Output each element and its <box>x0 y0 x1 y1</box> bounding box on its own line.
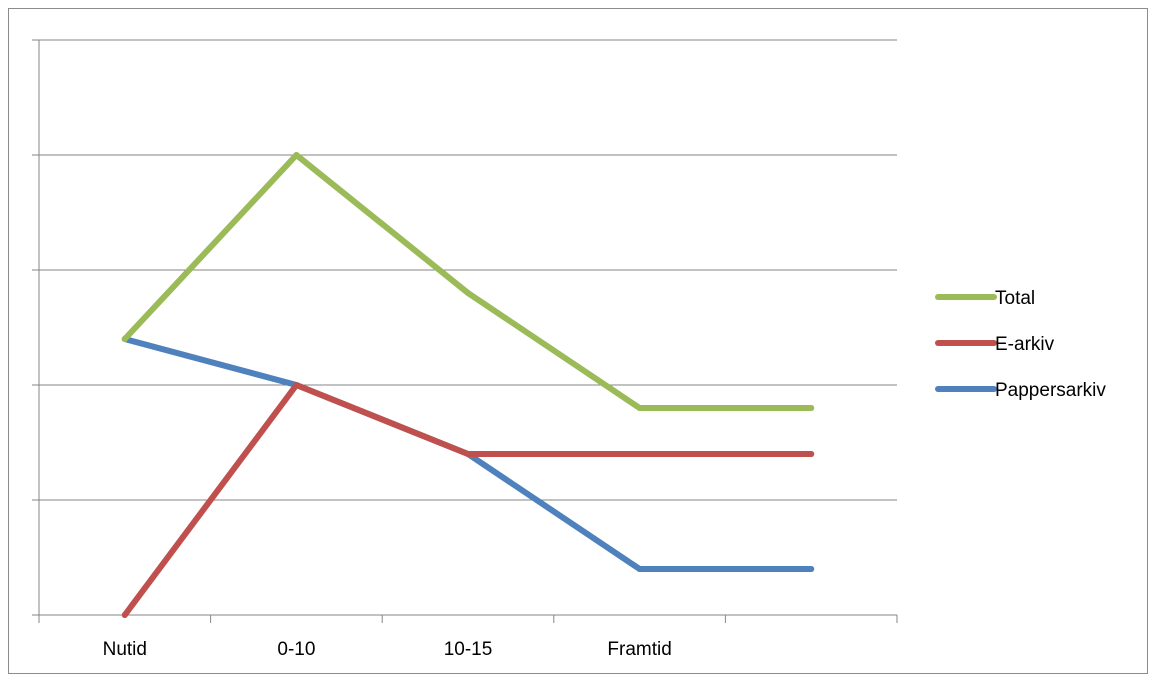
x-axis-tick-labels: Nutid 0-10 10-15 Framtid <box>103 639 672 660</box>
data-point <box>121 612 128 618</box>
x-tick-label: 10-15 <box>444 639 493 660</box>
data-point <box>465 290 471 296</box>
x-tick-label: Framtid <box>607 639 671 660</box>
data-point <box>808 451 815 457</box>
x-tick-label: 0-10 <box>277 639 315 660</box>
legend-label-pappersarkiv: Pappersarkiv <box>995 380 1106 401</box>
data-point <box>636 405 643 411</box>
data-point <box>808 566 815 572</box>
legend-label-e-arkiv: E-arkiv <box>995 334 1055 355</box>
data-point <box>293 382 300 388</box>
axes <box>38 40 898 623</box>
gridlines <box>32 39 897 616</box>
series-line-total <box>121 152 815 411</box>
series-lines <box>121 152 815 618</box>
data-point <box>293 152 300 158</box>
data-point <box>808 405 815 411</box>
data-point <box>636 566 643 572</box>
data-point <box>465 451 471 457</box>
data-point <box>636 451 643 457</box>
data-point <box>121 336 128 342</box>
legend: Total E-arkiv Pappersarkiv <box>935 288 1106 401</box>
legend-label-total: Total <box>995 288 1035 309</box>
x-tick-label: Nutid <box>103 639 147 660</box>
